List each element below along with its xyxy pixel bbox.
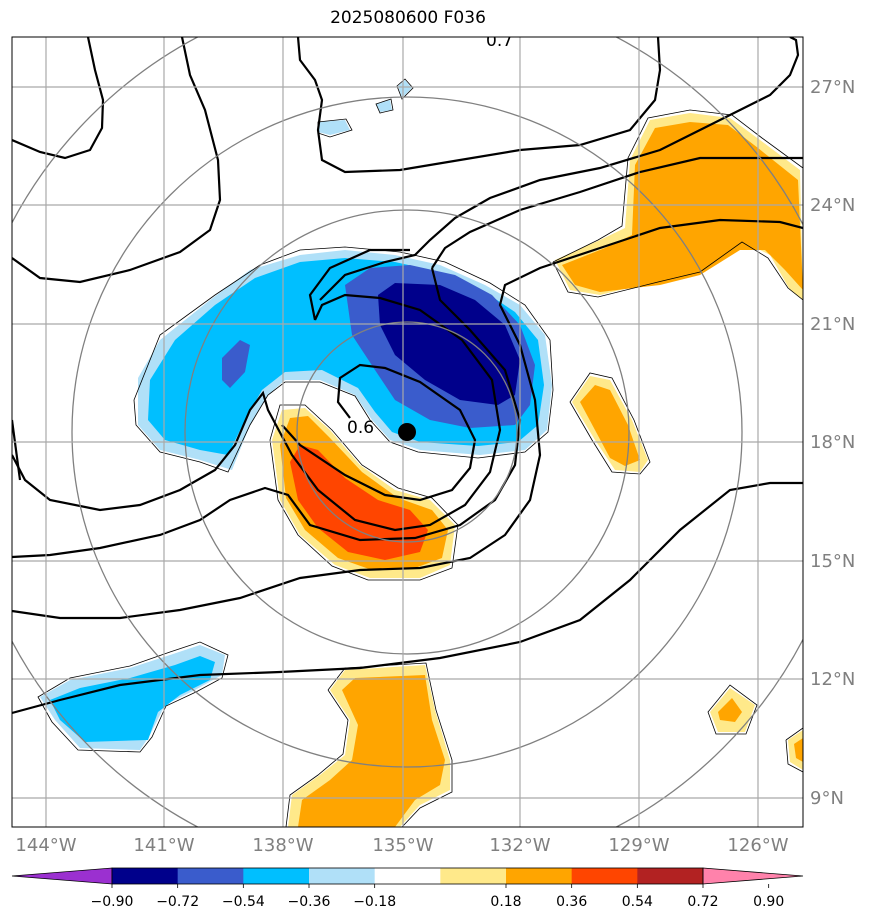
colorbar-tick-label: −0.18 xyxy=(353,894,396,910)
colorbar-tick-label: −0.54 xyxy=(222,894,265,910)
lon-label: 144°W xyxy=(15,835,76,856)
colorbar-outline xyxy=(111,867,704,885)
colorbar-tick-label: −0.72 xyxy=(156,894,199,910)
positive-anomaly-region xyxy=(562,122,803,292)
lat-label: 18°N xyxy=(810,432,855,453)
positive-anomaly-region xyxy=(718,698,742,722)
lon-label: 126°W xyxy=(727,835,788,856)
gridlines xyxy=(12,37,803,827)
contour-label: 0.6 xyxy=(347,418,374,438)
colorbar-tick-label: 0.90 xyxy=(753,894,784,910)
storm-center-dot xyxy=(398,423,416,441)
negative-anomaly-region xyxy=(318,120,350,135)
contour-line xyxy=(12,37,222,284)
lon-label: 138°W xyxy=(252,835,313,856)
lat-label: 21°N xyxy=(810,314,855,335)
contour-line xyxy=(12,267,522,559)
contour-label: 0.7 xyxy=(486,31,513,51)
negative-anomaly-region xyxy=(222,340,250,388)
contour-line xyxy=(12,218,803,620)
positive-anomaly-region xyxy=(794,738,803,762)
colorbar-segment xyxy=(571,868,638,884)
colorbar-tick-label: 0.36 xyxy=(556,894,587,910)
negative-anomaly-region xyxy=(378,283,520,405)
contour-line xyxy=(12,419,22,481)
lat-label: 24°N xyxy=(810,195,855,216)
colorbar-tick-label: 0.54 xyxy=(622,894,653,910)
lat-label: 9°N xyxy=(810,788,844,809)
contour-line xyxy=(308,248,410,321)
lat-label: 15°N xyxy=(810,551,855,572)
contour-line xyxy=(319,37,800,301)
colorbar-tick-label: 0.72 xyxy=(687,894,718,910)
colorbar-tick-label: −0.90 xyxy=(91,894,134,910)
colorbar-segment xyxy=(177,868,244,884)
colorbar-segment xyxy=(637,868,704,884)
lon-label: 141°W xyxy=(133,835,194,856)
lat-label: 12°N xyxy=(810,669,855,690)
latitude-labels: 27°N 24°N 21°N 18°N 15°N 12°N 9°N xyxy=(810,77,855,809)
colorbar-segment xyxy=(309,868,376,884)
contour-line xyxy=(12,481,803,715)
map-panel: 0.6 0.7 xyxy=(12,31,803,827)
map-title: 2025080600 F036 xyxy=(330,8,486,28)
longitude-labels: 144°W 141°W 138°W 135°W 132°W 129°W 126°… xyxy=(15,835,788,856)
contour-line xyxy=(431,156,803,269)
lon-label: 135°W xyxy=(372,835,433,856)
colorbar-tick-label: −0.36 xyxy=(288,894,331,910)
lat-label: 27°N xyxy=(810,77,855,98)
colorbar-tick-label: 0.18 xyxy=(490,894,521,910)
colorbar-segment xyxy=(440,868,507,884)
range-rings xyxy=(12,37,803,827)
colorbar-segment xyxy=(374,868,441,884)
positive-anomaly-region xyxy=(580,385,640,466)
colorbar-segment xyxy=(112,868,179,884)
lon-label: 132°W xyxy=(489,835,550,856)
positive-anomaly-region xyxy=(298,675,445,827)
contour-line xyxy=(12,37,105,160)
map-frame xyxy=(11,36,804,828)
colorbar-extend-high xyxy=(702,867,804,885)
negative-anomaly-region xyxy=(398,80,412,98)
contour-line xyxy=(12,293,502,532)
positive-anomaly-region xyxy=(290,445,428,560)
colorbar: −0.90 −0.72 −0.54 −0.36 −0.18 0.18 0.36 0.54 0.7… xyxy=(11,867,804,910)
colorbar-extend-low xyxy=(11,867,113,885)
colorbar-segment xyxy=(506,868,573,884)
lon-label: 129°W xyxy=(608,835,669,856)
thick-contours xyxy=(12,37,803,715)
colorbar-segment xyxy=(243,868,310,884)
contour-line-inner xyxy=(281,363,477,502)
